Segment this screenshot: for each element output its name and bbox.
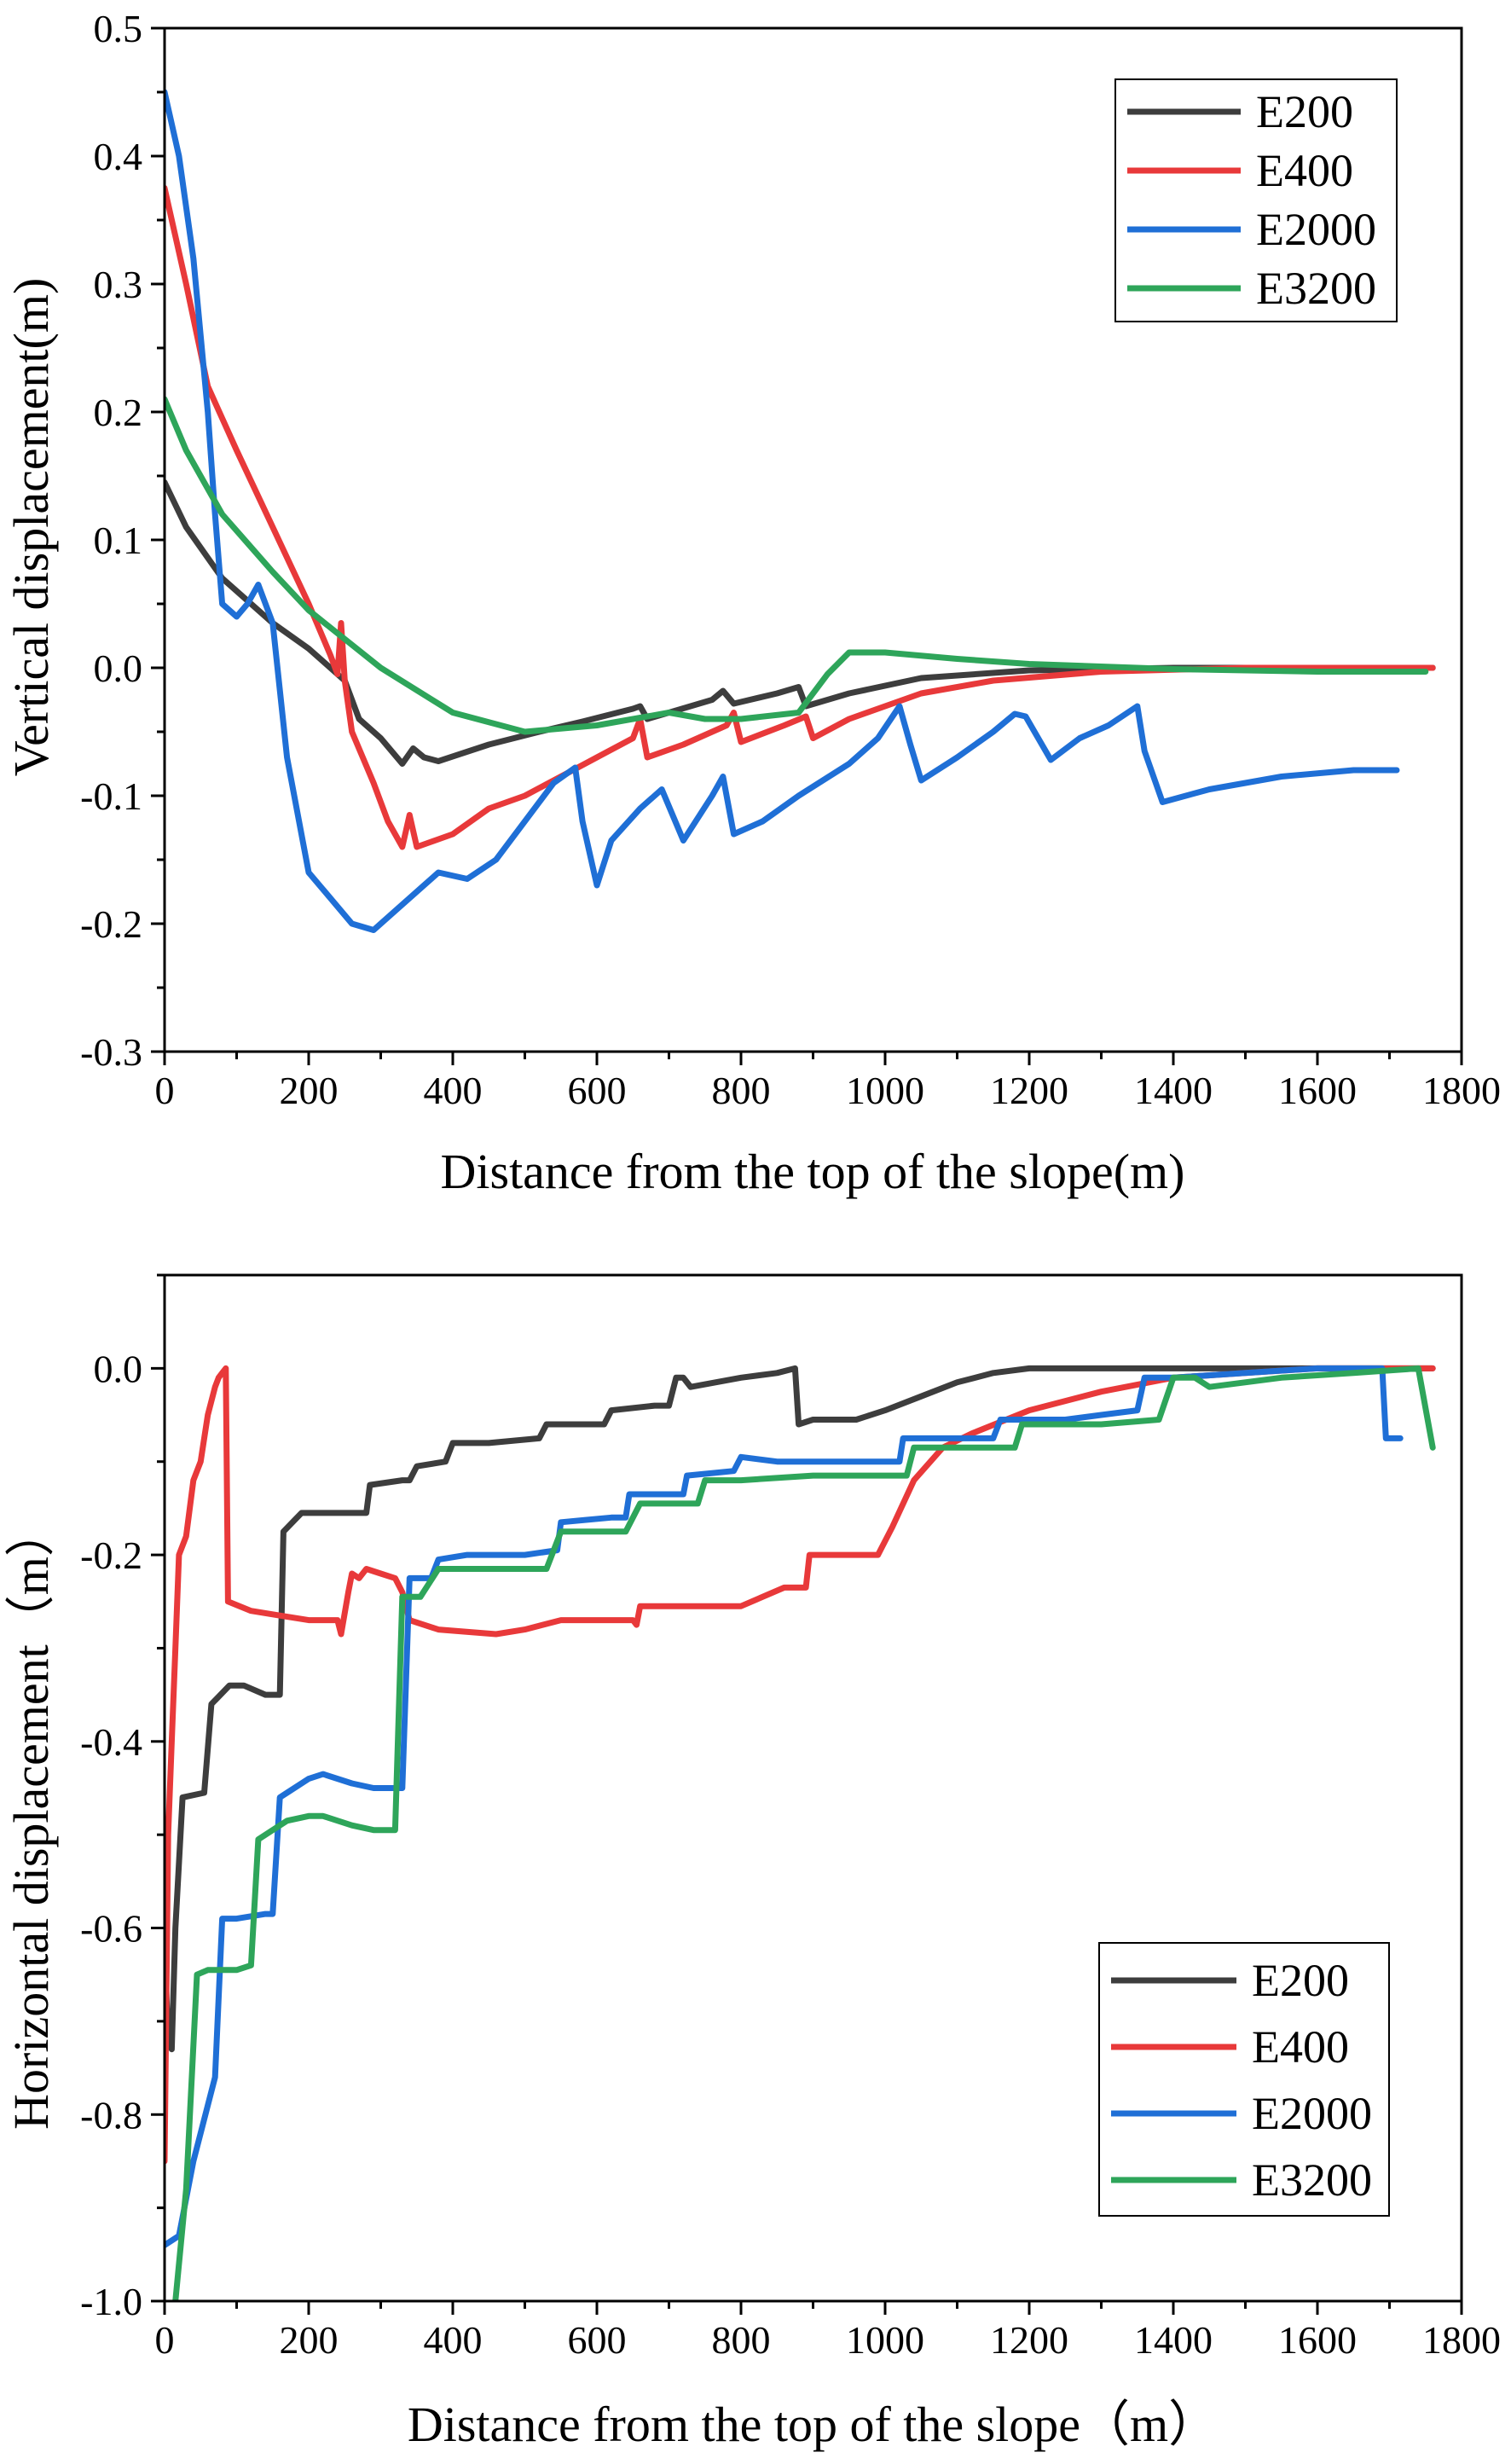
y-tick-label: -0.3: [80, 1030, 142, 1074]
vertical-displacement-chart: Distance from the top of the slope(m) Ve…: [3, 7, 1501, 1199]
x-axis-label: Distance from the top of the slope（m）: [408, 2397, 1218, 2452]
x-tick-label: 800: [712, 2318, 771, 2362]
y-tick-label: -0.1: [80, 774, 142, 818]
x-axis-label: Distance from the top of the slope(m): [441, 1144, 1185, 1199]
series-line-e400: [165, 1365, 1436, 2165]
series-line-e400: [165, 185, 1436, 850]
legend-label-e200: E200: [1252, 1955, 1349, 2006]
x-tick-label: 400: [424, 1069, 483, 1112]
y-tick-label: -0.6: [80, 1907, 142, 1951]
y-tick-label: -1.0: [80, 2280, 142, 2323]
x-tick-label: 1800: [1422, 2318, 1501, 2362]
legend-box: [1114, 78, 1398, 322]
series-line-e3200: [165, 396, 1429, 735]
x-tick-label: 1200: [990, 2318, 1068, 2362]
x-tick-label: 1200: [990, 1069, 1068, 1112]
x-tick-label: 1000: [846, 1069, 924, 1112]
x-tick-label: 0: [155, 1069, 175, 1112]
y-tick-label: -0.2: [80, 902, 142, 946]
series-line-e3200: [172, 1365, 1436, 2301]
legend: E200 E400 E2000 E3200: [1098, 1942, 1390, 2217]
legend-box: [1098, 1942, 1390, 2217]
legend-label-e400: E400: [1256, 145, 1353, 196]
x-tick-label: 600: [568, 1069, 627, 1112]
x-tick-label: 1000: [846, 2318, 924, 2362]
legend-label-e400: E400: [1252, 2021, 1349, 2073]
y-tick-label: -0.2: [80, 1533, 142, 1577]
y-tick-label: -0.8: [80, 2093, 142, 2136]
legend-label-e3200: E3200: [1252, 2154, 1372, 2206]
legend-label-e2000: E2000: [1256, 204, 1376, 255]
x-tick-label: 600: [568, 2318, 627, 2362]
y-tick-label: 0.3: [94, 263, 143, 306]
y-tick-label: 0.2: [94, 391, 143, 434]
x-tick-label: 1800: [1422, 1069, 1501, 1112]
series-line-e2000: [165, 89, 1400, 933]
y-axis-label: Horizontal displacement（m）: [3, 1507, 59, 2130]
y-tick-label: 0.1: [94, 519, 143, 562]
x-tick-label: 1600: [1278, 2318, 1357, 2362]
legend: E200 E400 E2000 E3200: [1114, 78, 1398, 322]
y-tick-label: 0.5: [94, 7, 143, 50]
x-tick-label: 1600: [1278, 1069, 1357, 1112]
x-tick-label: 800: [712, 1069, 771, 1112]
series-line-e2000: [165, 1365, 1404, 2248]
x-tick-label: 1400: [1134, 1069, 1213, 1112]
y-tick-label: -0.4: [80, 1720, 142, 1764]
x-tick-label: 0: [155, 2318, 175, 2362]
legend-label-e200: E200: [1256, 86, 1353, 137]
legend-label-e3200: E3200: [1256, 263, 1376, 314]
horizontal-displacement-chart: Distance from the top of the slope（m） Ho…: [3, 1273, 1501, 2452]
y-axis-label: Vertical displacement(m): [3, 278, 59, 777]
legend-label-e2000: E2000: [1252, 2088, 1372, 2139]
x-tick-label: 400: [424, 2318, 483, 2362]
y-tick-label: 0.0: [94, 1347, 143, 1390]
y-tick-label: 0.4: [94, 135, 143, 178]
x-tick-label: 200: [280, 1069, 339, 1112]
x-tick-label: 1400: [1134, 2318, 1213, 2362]
x-tick-label: 200: [280, 2318, 339, 2362]
y-tick-label: 0.0: [94, 646, 143, 690]
series-line-e200: [165, 1365, 1436, 2053]
